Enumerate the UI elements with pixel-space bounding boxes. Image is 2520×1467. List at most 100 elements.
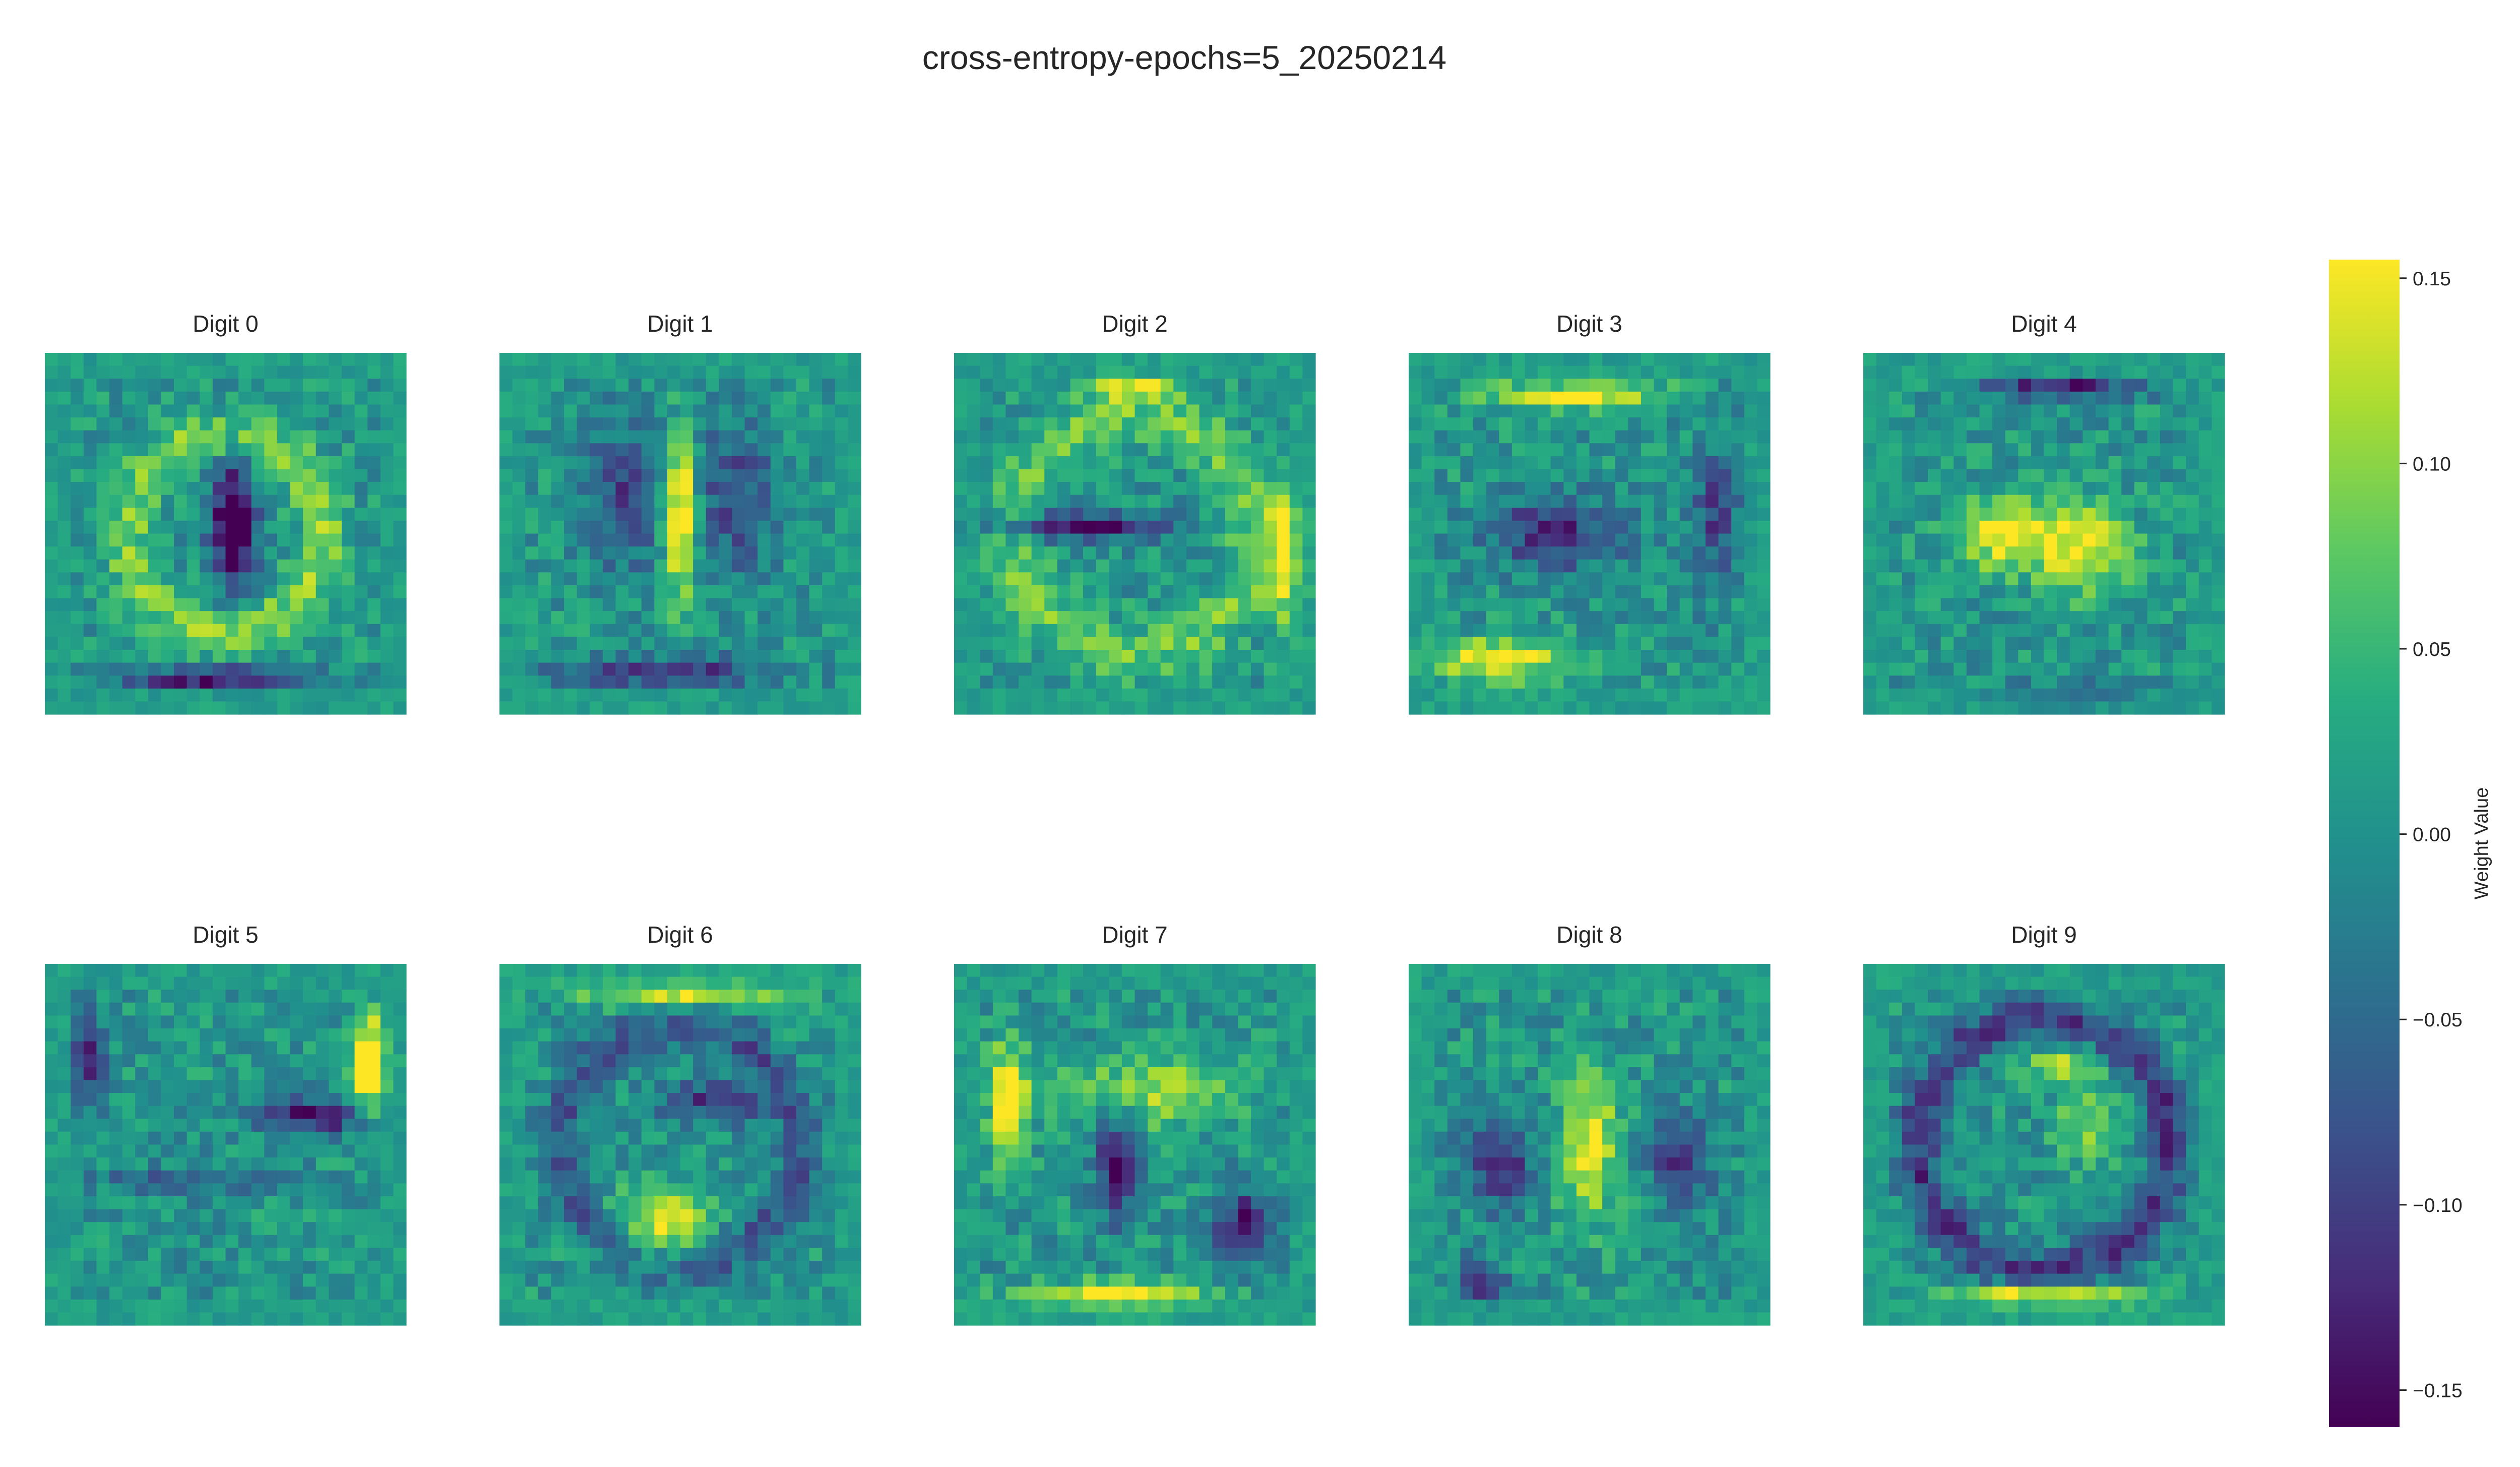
heatmap-cell bbox=[2121, 598, 2135, 612]
heatmap-cell bbox=[1940, 649, 1954, 663]
heatmap-cell bbox=[290, 1235, 303, 1248]
heatmap-cell bbox=[174, 391, 187, 405]
heatmap-cell bbox=[744, 1015, 758, 1029]
heatmap-cell bbox=[238, 391, 252, 405]
heatmap-cell bbox=[57, 1093, 71, 1107]
heatmap-cell bbox=[564, 637, 578, 650]
heatmap-cell bbox=[744, 649, 758, 663]
heatmap-cell bbox=[238, 379, 252, 392]
heatmap-cell bbox=[251, 964, 265, 977]
heatmap-cell bbox=[341, 701, 355, 715]
heatmap-cell bbox=[2044, 520, 2057, 534]
heatmap-cell bbox=[109, 1299, 123, 1313]
heatmap-cell bbox=[1692, 598, 1706, 612]
heatmap-cell bbox=[1863, 533, 1877, 547]
heatmap-cell bbox=[2121, 533, 2135, 547]
heatmap-cell bbox=[980, 688, 993, 702]
heatmap-cell bbox=[1705, 456, 1719, 470]
heatmap-cell bbox=[2198, 443, 2212, 457]
heatmap-cell bbox=[45, 964, 58, 977]
heatmap-cell bbox=[1889, 508, 1903, 521]
heatmap-cell bbox=[1876, 676, 1889, 689]
heatmap-cell bbox=[122, 598, 136, 612]
heatmap-cell bbox=[329, 417, 342, 431]
heatmap-cell bbox=[71, 546, 84, 560]
heatmap-cell bbox=[1421, 456, 1435, 470]
heatmap-cell bbox=[1225, 624, 1238, 637]
heatmap-cell bbox=[122, 1222, 136, 1236]
heatmap-cell bbox=[1186, 624, 1200, 637]
heatmap-cell bbox=[980, 637, 993, 650]
heatmap-cell bbox=[1928, 598, 1941, 612]
heatmap-cell bbox=[499, 611, 513, 625]
heatmap-cell bbox=[174, 1041, 187, 1055]
heatmap-cell bbox=[2147, 701, 2161, 715]
heatmap-cell bbox=[238, 1093, 252, 1107]
heatmap-cell bbox=[577, 520, 590, 534]
heatmap-cell bbox=[238, 482, 252, 496]
heatmap-cell bbox=[251, 598, 265, 612]
heatmap-cell bbox=[96, 624, 110, 637]
heatmap-cell bbox=[2160, 688, 2174, 702]
heatmap-cell bbox=[1863, 662, 1877, 676]
heatmap-cell bbox=[1992, 688, 2006, 702]
heatmap-cell bbox=[1031, 688, 1045, 702]
heatmap-cell bbox=[1173, 649, 1187, 663]
heatmap-cell bbox=[1705, 585, 1719, 599]
heatmap-cell bbox=[590, 520, 603, 534]
heatmap-cell bbox=[303, 1235, 317, 1248]
heatmap-cell bbox=[1940, 353, 1954, 366]
heatmap-cell bbox=[525, 688, 539, 702]
heatmap-cell bbox=[628, 379, 642, 392]
heatmap-cell bbox=[45, 482, 58, 496]
heatmap-cell bbox=[731, 676, 745, 689]
heatmap-cell bbox=[2031, 546, 2045, 560]
heatmap-cell bbox=[796, 990, 810, 1003]
heatmap-cell bbox=[1757, 391, 1771, 405]
heatmap-cell bbox=[538, 417, 552, 431]
heatmap-cell bbox=[2121, 585, 2135, 599]
heatmap-cell bbox=[980, 417, 993, 431]
heatmap-cell bbox=[1679, 365, 1693, 379]
heatmap-cell bbox=[1070, 404, 1084, 418]
heatmap-cell bbox=[1434, 649, 1448, 663]
heatmap-cell bbox=[641, 688, 655, 702]
heatmap-cell bbox=[615, 676, 629, 689]
heatmap-cell bbox=[577, 1080, 590, 1093]
heatmap-cell bbox=[1692, 353, 1706, 366]
heatmap-cell bbox=[1212, 533, 1226, 547]
heatmap-cell bbox=[341, 379, 355, 392]
heatmap-cell bbox=[499, 1028, 513, 1042]
heatmap-cell bbox=[967, 508, 980, 521]
heatmap-cell bbox=[758, 443, 771, 457]
heatmap-cell bbox=[615, 976, 629, 990]
heatmap-cell bbox=[96, 404, 110, 418]
heatmap-cell bbox=[109, 1144, 123, 1158]
heatmap-cell bbox=[1460, 688, 1474, 702]
heatmap-cell bbox=[1135, 469, 1148, 482]
heatmap-cell bbox=[109, 1312, 123, 1326]
heatmap-cell bbox=[667, 456, 681, 470]
heatmap-cell bbox=[238, 1080, 252, 1093]
heatmap-cell bbox=[329, 572, 342, 586]
heatmap-cell bbox=[1250, 353, 1265, 366]
heatmap-cell bbox=[1160, 391, 1174, 405]
heatmap-cell bbox=[225, 1002, 239, 1016]
heatmap-cell bbox=[71, 391, 84, 405]
heatmap-cell bbox=[2173, 469, 2186, 482]
heatmap-cell bbox=[2018, 456, 2032, 470]
heatmap-cell bbox=[1447, 598, 1461, 612]
heatmap-cell bbox=[551, 508, 564, 521]
heatmap-cell bbox=[1641, 598, 1655, 612]
heatmap-cell bbox=[341, 404, 355, 418]
heatmap-cell bbox=[577, 1054, 590, 1068]
heatmap-cell bbox=[2108, 572, 2122, 586]
heatmap-cell bbox=[225, 365, 239, 379]
heatmap-cell bbox=[654, 546, 668, 560]
heatmap-cell bbox=[1005, 662, 1019, 676]
heatmap-cell bbox=[1486, 611, 1499, 625]
heatmap-cell bbox=[238, 1144, 252, 1158]
heatmap-cell bbox=[2044, 662, 2057, 676]
heatmap-cell bbox=[1460, 404, 1474, 418]
heatmap-cell bbox=[1550, 585, 1564, 599]
